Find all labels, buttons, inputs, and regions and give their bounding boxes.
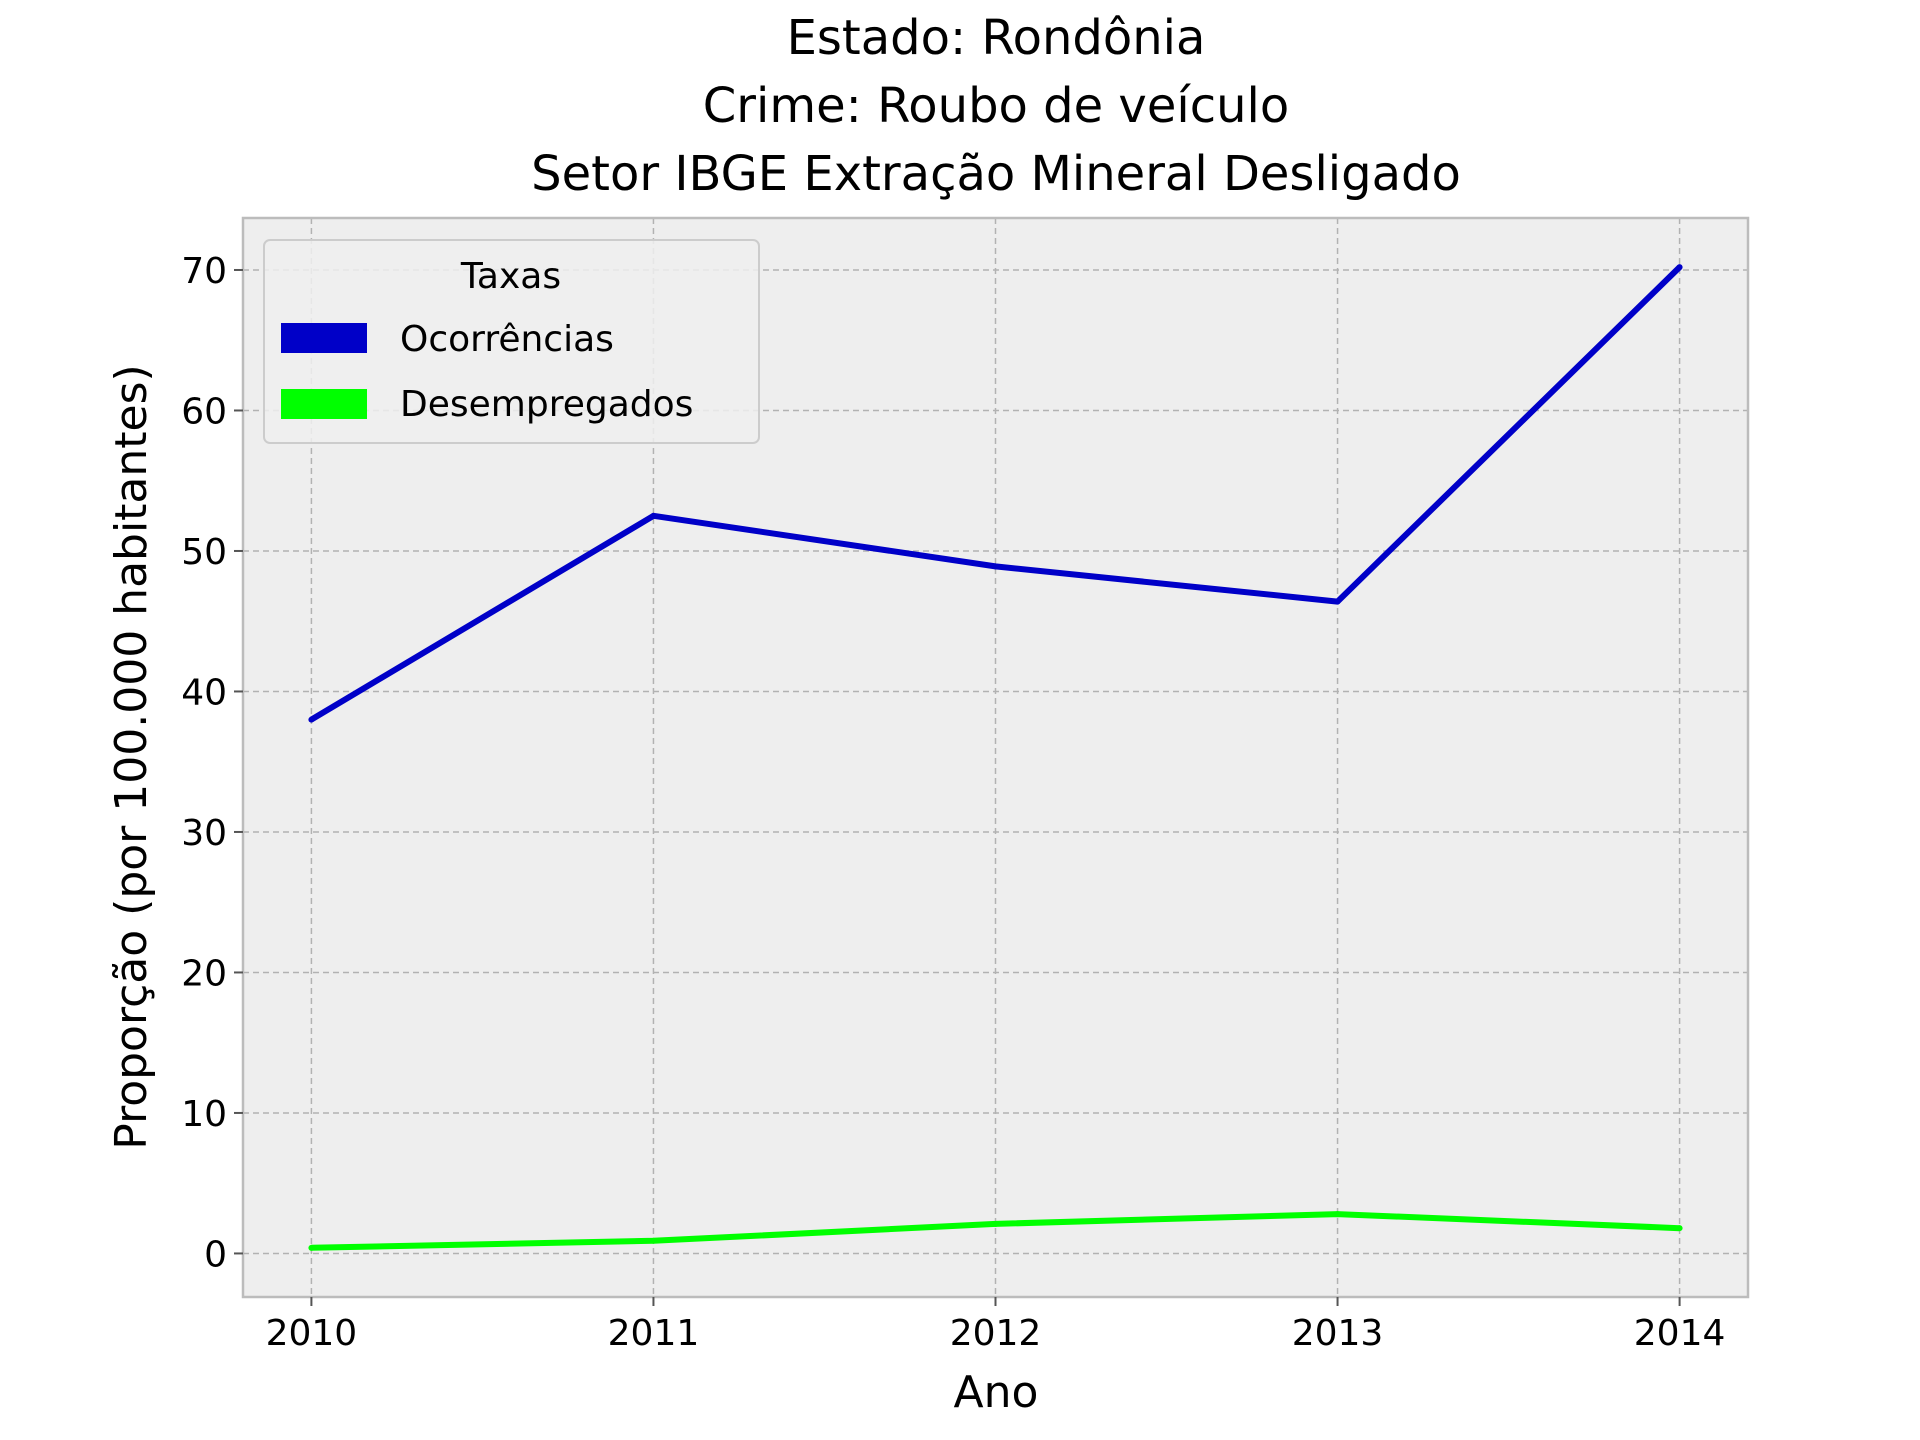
- y-axis-label: Proporção (por 100.000 habitantes): [106, 364, 157, 1149]
- legend: Taxas Ocorrências Desempregados: [263, 239, 760, 444]
- series-layer: [308, 264, 1683, 1251]
- data-point-desempregados: [1676, 1225, 1683, 1232]
- y-tick-label: 50: [181, 532, 227, 573]
- y-tick-label: 70: [181, 251, 227, 292]
- legend-label-ocorrencias: Ocorrências: [400, 319, 614, 360]
- y-tick-label: 0: [204, 1234, 227, 1275]
- x-tick-label: 2012: [950, 1313, 1042, 1354]
- x-tick-label: 2010: [266, 1313, 358, 1354]
- legend-box: [263, 239, 760, 444]
- ticks: 2010 2011 2012 2013 2014 0 10 20 30 40 50 60 70: [181, 251, 1725, 1354]
- legend-swatch-desempregados: [281, 389, 367, 419]
- y-tick-label: 40: [181, 672, 227, 713]
- data-point-desempregados: [650, 1237, 657, 1244]
- x-tick-label: 2014: [1634, 1313, 1726, 1354]
- legend-swatch-ocorrencias: [281, 323, 367, 353]
- x-tick-label: 2011: [608, 1313, 700, 1354]
- data-point-ocorrencias: [650, 512, 657, 519]
- y-tick-label: 60: [181, 391, 227, 432]
- title-line-1: Estado: Rondônia: [787, 10, 1206, 66]
- title-line-2: Crime: Roubo de veículo: [703, 78, 1289, 134]
- y-tick-label: 10: [181, 1094, 227, 1135]
- data-point-ocorrencias: [1676, 264, 1683, 271]
- x-tick-label: 2013: [1292, 1313, 1384, 1354]
- legend-label-desempregados: Desempregados: [400, 384, 693, 425]
- y-tick-label: 30: [181, 813, 227, 854]
- data-point-desempregados: [992, 1220, 999, 1227]
- data-point-desempregados: [1334, 1211, 1341, 1218]
- title-line-3: Setor IBGE Extração Mineral Desligado: [531, 146, 1461, 202]
- y-tick-label: 20: [181, 953, 227, 994]
- data-point-ocorrencias: [308, 716, 315, 723]
- x-axis-label: Ano: [954, 1367, 1039, 1418]
- data-point-desempregados: [308, 1244, 315, 1251]
- chart-title: Estado: Rondônia Crime: Roubo de veículo…: [531, 10, 1461, 202]
- legend-title: Taxas: [460, 256, 561, 297]
- data-point-ocorrencias: [992, 563, 999, 570]
- data-point-ocorrencias: [1334, 598, 1341, 605]
